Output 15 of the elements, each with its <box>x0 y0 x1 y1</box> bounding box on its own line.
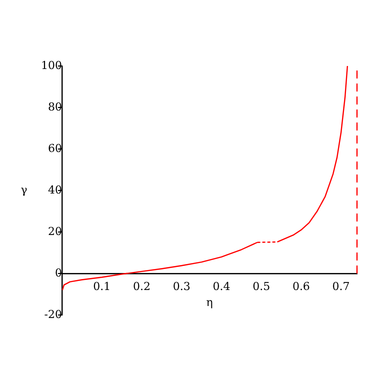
x-tick-label: 0.2 <box>132 280 150 293</box>
y-axis-title: γ <box>20 183 28 196</box>
x-tick-label: 0.3 <box>172 280 190 293</box>
y-tick-label: -20 <box>44 308 62 321</box>
x-tick-label: 0.1 <box>93 280 111 293</box>
x-tick-label: 0.4 <box>212 280 230 293</box>
x-tick-label: 0.7 <box>332 280 350 293</box>
x-tick-label: 0.5 <box>252 280 270 293</box>
y-tick-label: 40 <box>48 183 62 196</box>
y-tick-label: 20 <box>48 224 62 238</box>
y-tick-label: 100 <box>41 58 62 72</box>
y-tick-label: 60 <box>48 142 62 155</box>
y-tick-label: 80 <box>48 100 62 114</box>
x-axis-title: η <box>206 296 213 310</box>
x-tick-label: 0.6 <box>292 280 310 293</box>
